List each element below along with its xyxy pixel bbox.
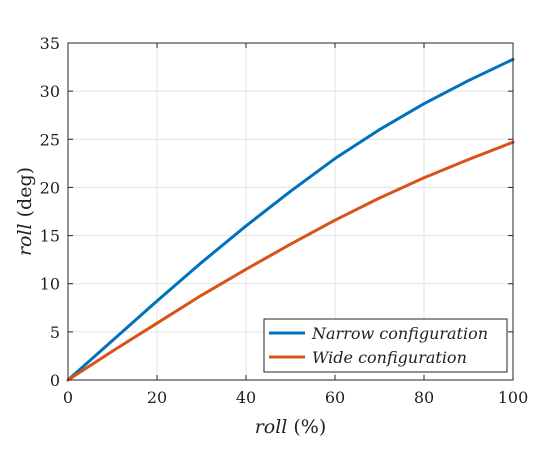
series-point-wide (155, 321, 159, 325)
series-point-narrow (244, 224, 248, 228)
y-axis-label-var: roll (14, 223, 36, 256)
series-point-narrow (155, 299, 159, 303)
series-point-narrow (333, 157, 337, 160)
series-point-wide (244, 267, 248, 271)
plot-frame (67, 42, 514, 381)
x-axis-label-unit: (%) (293, 416, 326, 438)
x-tick-label: 20 (147, 388, 167, 407)
series-point-narrow (467, 79, 470, 82)
x-tick-label: 60 (325, 388, 345, 407)
x-axis-label-var: roll (255, 416, 288, 438)
y-tick-label: 35 (40, 34, 60, 53)
y-tick-label: 20 (40, 178, 60, 197)
legend-label-wide: Wide configuration (312, 348, 467, 367)
series-point-narrow (422, 102, 426, 106)
y-tick-label: 25 (40, 130, 60, 149)
y-tick-label: 5 (50, 323, 60, 342)
legend: Narrow configuration Wide configuration (263, 318, 508, 373)
y-tick-label: 15 (40, 227, 60, 246)
series-point-wide (289, 242, 292, 246)
y-axis-label: roll (deg) (14, 167, 36, 256)
x-tick-label: 80 (414, 388, 434, 407)
y-tick-label: 30 (40, 82, 60, 101)
series-point-narrow (289, 189, 292, 193)
series-lines (66, 57, 515, 382)
y-tick-label: 10 (40, 275, 60, 294)
series-point-narrow (111, 339, 114, 342)
y-axis-label-unit: (deg) (14, 167, 36, 217)
series-point-wide (200, 293, 203, 297)
legend-label-narrow: Narrow configuration (311, 324, 488, 343)
y-tick-label: 0 (50, 371, 60, 390)
x-tick-label: 0 (63, 388, 73, 407)
legend-box (263, 318, 508, 373)
series-point-wide (467, 158, 470, 161)
series-point-wide (333, 218, 337, 222)
x-tick-label: 40 (236, 388, 256, 407)
series-point-narrow (200, 261, 203, 264)
series-point-wide (378, 196, 381, 200)
series-point-narrow (378, 128, 381, 132)
series-point-wide (422, 176, 426, 180)
x-tick-label: 100 (498, 388, 529, 407)
series-point-wide (111, 349, 114, 353)
ticks: 0 20 40 60 80 100 0 5 10 15 20 25 30 35 (40, 34, 529, 407)
x-axis-label: roll (%) (255, 416, 327, 438)
